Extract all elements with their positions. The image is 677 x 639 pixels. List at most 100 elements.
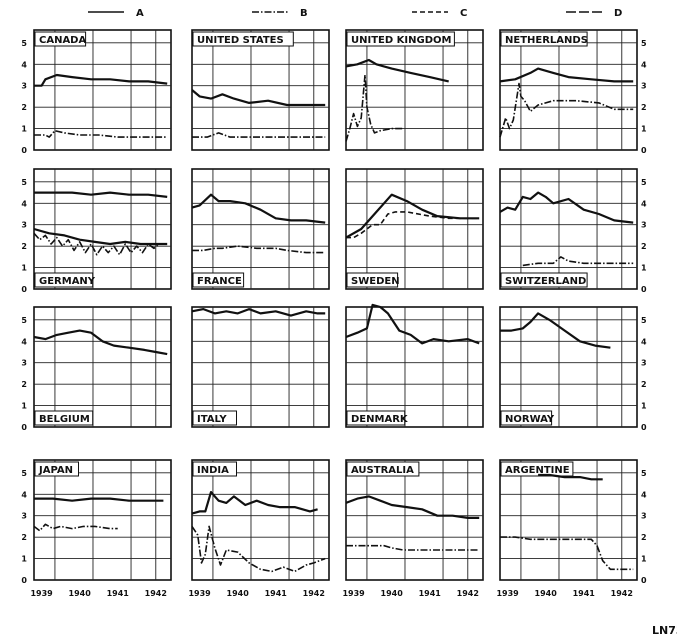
country-label-box	[500, 272, 588, 288]
x-tick-label: 1939	[342, 589, 365, 598]
y-tick-label: 4	[21, 199, 27, 208]
y-tick-label: 3	[21, 512, 27, 521]
x-tick-label: 1941	[107, 589, 130, 598]
country-label-box	[34, 31, 87, 47]
panel-frame	[345, 29, 484, 151]
y-tick-label: 2	[21, 533, 27, 542]
series-line-a	[191, 491, 318, 515]
x-tick-label: 1940	[227, 589, 250, 598]
panel-belgium: BELGIUM	[33, 306, 172, 428]
y-tick-label: 2	[641, 103, 647, 112]
panel-frame	[33, 459, 172, 581]
y-tick-label: 1	[21, 555, 27, 564]
legend-item-b: B	[252, 8, 308, 19]
country-label: NETHERLANDS	[505, 35, 588, 46]
country-label: AUSTRALIA	[351, 465, 414, 476]
series-line-a	[538, 473, 603, 481]
series-line-b	[346, 544, 480, 551]
panel-norway: NORWAY	[499, 306, 638, 428]
y-tick-label: 4	[21, 337, 27, 346]
series-line-a	[345, 495, 480, 520]
series-line-a	[34, 73, 168, 87]
panel-frame	[499, 29, 638, 151]
panel-australia: AUSTRALIA	[345, 459, 484, 581]
series-line-a	[33, 227, 168, 246]
x-tick-label: 1940	[535, 589, 558, 598]
panel-frame	[33, 29, 172, 151]
x-tick-label: 1941	[573, 589, 596, 598]
series-line-b	[33, 232, 168, 256]
country-label: INDIA	[197, 465, 229, 476]
y-tick-label: 4	[641, 60, 647, 69]
y-tick-label: 1	[641, 402, 647, 411]
panel-frame	[345, 168, 484, 290]
panel-argentine: ARGENTINE	[499, 459, 638, 581]
legend-label-c: C	[460, 8, 467, 19]
country-label: FRANCE	[197, 276, 242, 287]
panel-frame	[345, 459, 484, 581]
panel-denmark: DENMARK	[345, 303, 484, 428]
country-label-box	[500, 461, 574, 477]
y-tick-label: 3	[641, 512, 647, 521]
x-tick-label: 1941	[419, 589, 442, 598]
y-tick-label: 5	[641, 178, 647, 187]
country-label-box	[192, 461, 237, 477]
panel-frame	[499, 306, 638, 428]
x-tick-label: 1942	[457, 589, 479, 598]
x-tick-label: 1939	[188, 589, 211, 598]
panel-frame	[191, 306, 330, 428]
x-tick-label: 1940	[381, 589, 404, 598]
country-label-box	[500, 31, 588, 47]
y-tick-label: 1	[641, 264, 647, 273]
series-line-a	[499, 67, 634, 83]
y-tick-label: 3	[21, 359, 27, 368]
series-line-b	[192, 132, 326, 138]
country-label: CANADA	[39, 35, 86, 46]
y-tick-label: 3	[21, 221, 27, 230]
x-tick-label: 1942	[303, 589, 325, 598]
series-line-a	[34, 191, 168, 198]
y-tick-label: 0	[641, 285, 647, 294]
country-label: JAPAN	[38, 465, 73, 476]
series-line-b	[499, 82, 634, 138]
y-tick-label: 5	[641, 469, 647, 478]
country-label: UNITED KINGDOM	[351, 35, 451, 46]
panel-frame	[33, 306, 172, 428]
series-line-c	[346, 211, 480, 239]
country-label: DENMARK	[351, 414, 409, 425]
x-tick-label: 1939	[496, 589, 519, 598]
y-tick-label: 2	[21, 103, 27, 112]
series-line-a	[500, 312, 611, 349]
legend-item-d: D	[566, 8, 622, 19]
country-label: SWEDEN	[351, 276, 400, 287]
series-line-a	[345, 58, 449, 83]
series-line-b	[192, 245, 326, 254]
country-label-box	[192, 272, 245, 288]
y-tick-label: 2	[21, 242, 27, 251]
y-tick-label: 0	[21, 576, 27, 585]
corner-code: LN73	[652, 624, 677, 637]
country-label: SWITZERLAND	[505, 276, 586, 287]
y-tick-label: 1	[21, 264, 27, 273]
series-line-a	[345, 303, 480, 345]
country-label-box	[346, 461, 420, 477]
y-tick-label: 2	[641, 242, 647, 251]
series-line-b	[345, 74, 404, 142]
y-tick-label: 5	[641, 316, 647, 325]
y-tick-label: 2	[641, 380, 647, 389]
y-tick-label: 4	[21, 490, 27, 499]
y-tick-label: 5	[21, 316, 27, 325]
x-tick-label: 1941	[265, 589, 288, 598]
country-label-box	[346, 410, 406, 426]
country-label-box	[346, 272, 399, 288]
series-line-a	[191, 193, 326, 224]
legend-label-b: B	[300, 8, 308, 19]
country-label-box	[346, 31, 455, 47]
series-line-b	[522, 256, 634, 267]
panel-switzerland: SWITZERLAND	[499, 168, 638, 290]
series-line-a	[34, 497, 164, 502]
series-line-a	[345, 193, 480, 239]
y-tick-label: 0	[641, 576, 647, 585]
panel-india: INDIA	[191, 459, 330, 581]
series-line-b	[191, 525, 326, 573]
